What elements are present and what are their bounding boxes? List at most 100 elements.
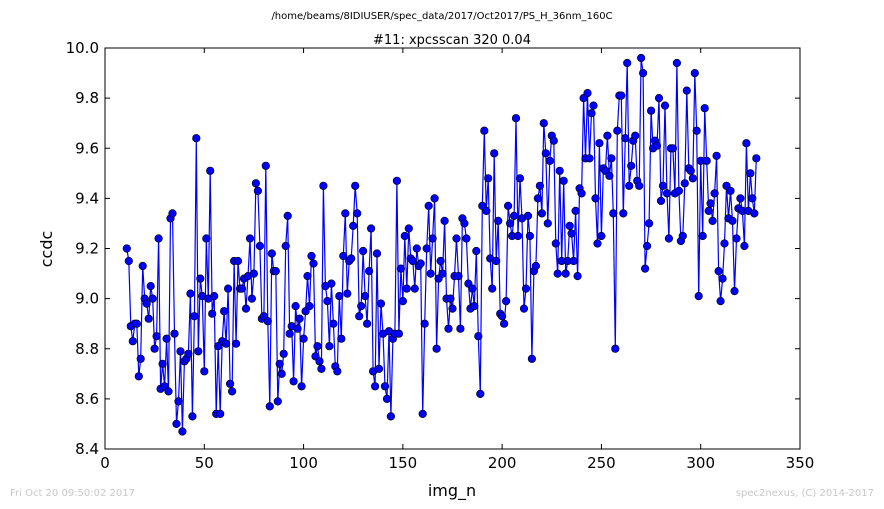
data-point	[527, 354, 537, 363]
data-point	[327, 279, 336, 288]
data-point	[404, 224, 413, 233]
data-point	[597, 231, 606, 241]
data-point	[726, 186, 735, 195]
data-point	[124, 256, 133, 266]
data-point	[587, 109, 596, 118]
data-point	[281, 241, 290, 251]
data-point	[452, 234, 461, 243]
data-point	[694, 292, 703, 301]
data-point	[226, 379, 235, 388]
data-point	[742, 139, 751, 148]
data-point	[595, 139, 604, 148]
data-point	[303, 272, 312, 281]
data-point	[261, 161, 270, 170]
data-series	[122, 53, 761, 436]
data-point	[148, 294, 157, 303]
data-point	[206, 166, 215, 175]
data-point	[494, 216, 503, 225]
data-point	[638, 68, 648, 78]
y-tick-label: 8.8	[75, 340, 99, 358]
data-point	[422, 244, 431, 253]
data-point	[152, 332, 161, 341]
data-point	[571, 206, 580, 215]
data-point	[619, 209, 628, 218]
data-point	[672, 58, 682, 68]
data-point	[265, 402, 274, 411]
data-point	[376, 299, 386, 308]
data-point	[545, 156, 554, 165]
data-point	[275, 359, 284, 368]
data-point	[664, 234, 674, 243]
data-point	[553, 269, 562, 278]
data-point	[652, 141, 662, 150]
y-axis-label: ccdc	[37, 231, 56, 268]
data-point	[476, 389, 485, 399]
data-point	[605, 171, 614, 180]
data-point	[136, 354, 145, 363]
data-point	[432, 344, 441, 353]
data-point	[682, 86, 691, 95]
data-point	[307, 251, 316, 261]
x-tick-label: 200	[488, 454, 517, 472]
data-point	[617, 91, 626, 100]
data-point	[446, 294, 455, 303]
data-point	[635, 181, 644, 190]
data-point	[541, 149, 550, 158]
data-point	[480, 126, 489, 135]
data-point	[470, 302, 479, 311]
data-point	[656, 196, 666, 205]
data-point	[289, 377, 298, 386]
data-point	[253, 186, 262, 195]
data-point	[224, 284, 233, 293]
data-point	[502, 297, 511, 306]
data-point	[714, 267, 723, 276]
data-point	[644, 219, 654, 228]
data-point	[498, 312, 507, 321]
y-tick-label: 9.2	[75, 240, 99, 258]
data-point	[313, 342, 322, 351]
data-point	[710, 189, 719, 198]
data-point	[702, 156, 711, 165]
data-point	[188, 412, 197, 421]
data-point	[607, 154, 616, 163]
data-point	[506, 219, 515, 228]
data-point	[561, 269, 570, 278]
data-point	[740, 241, 749, 251]
data-point	[309, 259, 318, 268]
x-tick-label: 350	[786, 454, 815, 472]
data-point	[686, 166, 695, 175]
data-point	[488, 284, 497, 293]
data-point	[154, 234, 163, 243]
data-point	[613, 126, 622, 135]
series-line	[126, 57, 757, 432]
data-point	[228, 387, 237, 396]
data-point	[752, 154, 761, 163]
data-point	[492, 256, 501, 266]
data-point	[319, 181, 328, 190]
data-point	[291, 302, 300, 311]
data-point	[138, 261, 147, 271]
data-point	[513, 231, 523, 241]
data-point	[255, 241, 265, 251]
data-point	[662, 189, 672, 198]
data-point	[232, 339, 241, 348]
data-point	[293, 324, 302, 333]
data-point	[692, 126, 701, 135]
data-point	[374, 364, 384, 373]
data-point	[531, 261, 541, 271]
data-point	[688, 174, 697, 183]
data-point	[660, 101, 670, 110]
data-point	[295, 314, 304, 323]
data-point	[122, 244, 131, 253]
data-point	[408, 256, 417, 266]
data-point	[220, 307, 229, 316]
data-point	[474, 332, 483, 341]
data-point	[402, 284, 411, 293]
data-point	[245, 234, 255, 243]
data-point	[392, 176, 402, 185]
x-tick-label: 300	[686, 454, 715, 472]
data-point	[706, 199, 715, 208]
x-tick-label: 250	[587, 454, 616, 472]
data-point	[222, 339, 231, 348]
data-point	[448, 304, 457, 313]
